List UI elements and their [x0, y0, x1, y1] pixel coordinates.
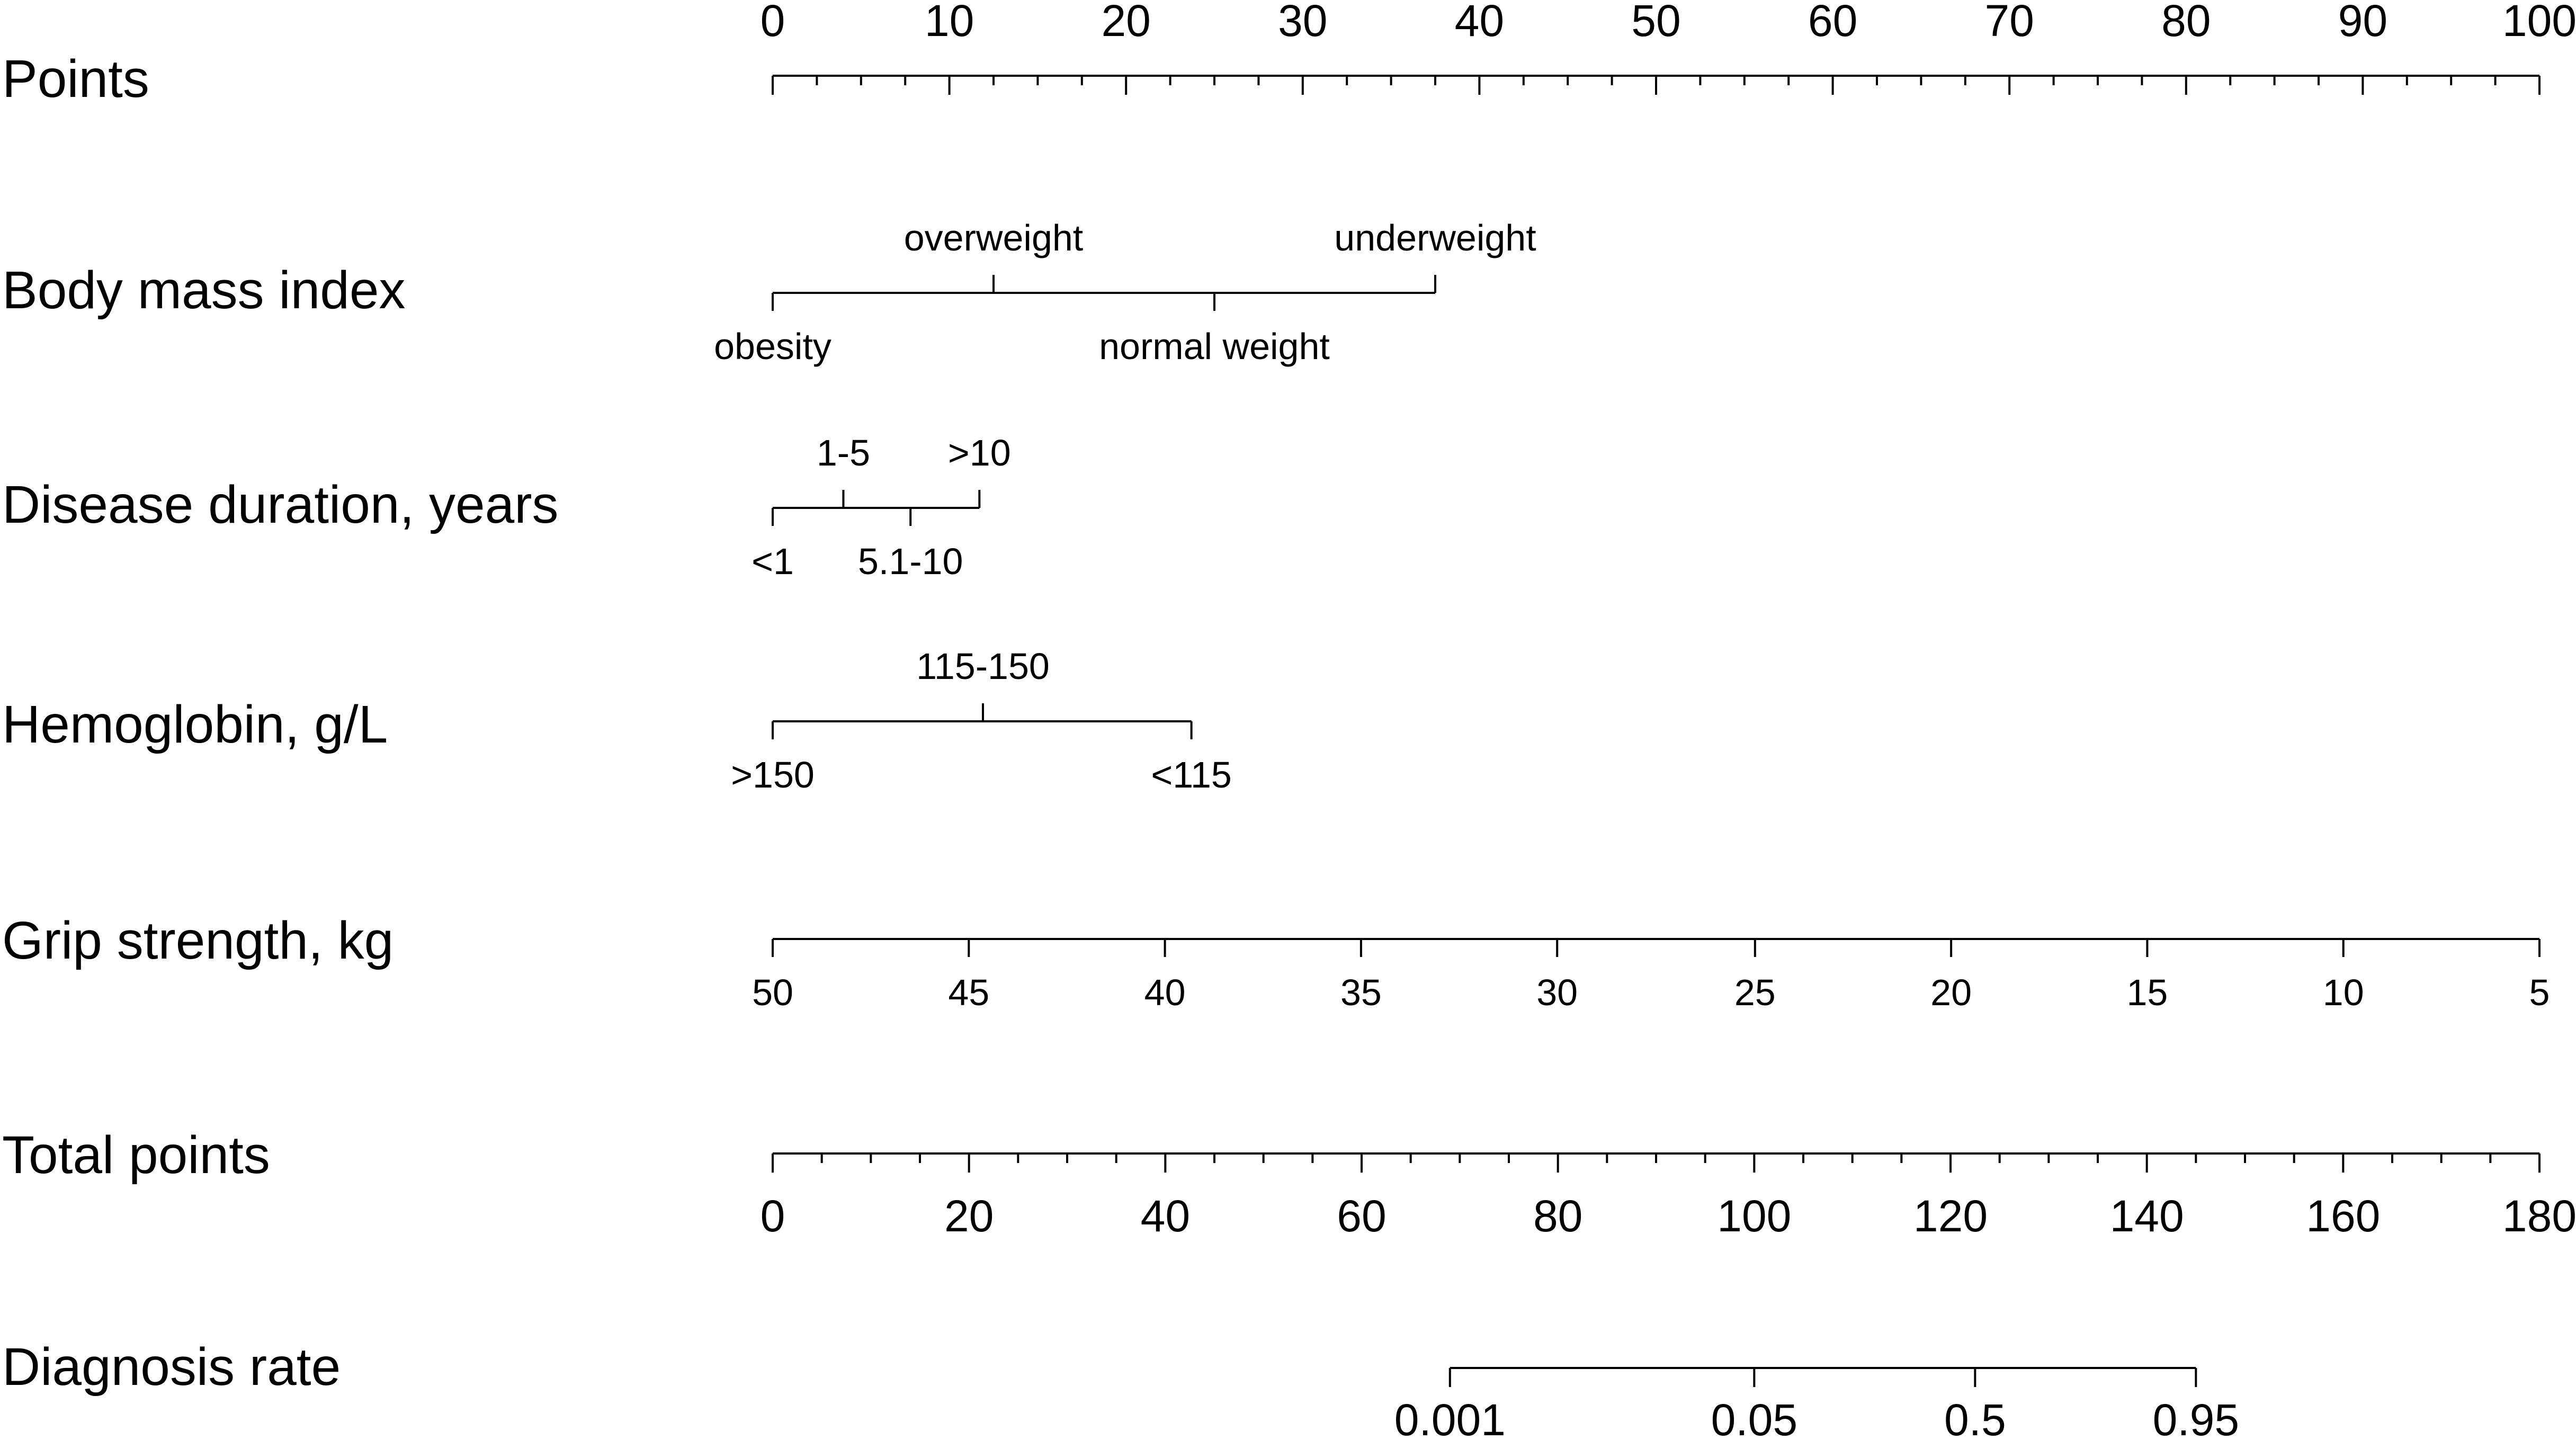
total-points-tick-label: 60: [1337, 1191, 1386, 1241]
diagnosis-rate-tick-label: 0.95: [2153, 1395, 2240, 1445]
points-tick-label: 10: [925, 0, 974, 46]
total-points-tick-label: 20: [944, 1191, 994, 1241]
hemoglobin-level-label: 115-150: [916, 646, 1050, 687]
points-tick-label: 50: [1631, 0, 1680, 46]
grip-strength-level-label: 10: [2323, 972, 2364, 1013]
total-points-tick-label: 40: [1141, 1191, 1190, 1241]
points-tick-label: 80: [2161, 0, 2211, 46]
points-tick-label: 70: [1984, 0, 2034, 46]
row-label-disease-duration: Disease duration, years: [2, 475, 559, 534]
disease-duration-level-label: 5.1-10: [858, 541, 963, 582]
points-tick-label: 0: [761, 0, 785, 46]
grip-strength-level-label: 50: [752, 972, 793, 1013]
hemoglobin-level-label: <115: [1151, 754, 1231, 795]
disease-duration-level-label: <1: [752, 541, 794, 582]
body-mass-index-level-label: obesity: [714, 326, 831, 367]
diagnosis-rate-tick-label: 0.5: [1944, 1395, 2006, 1445]
total-points-tick-label: 180: [2502, 1191, 2576, 1241]
grip-strength-level-label: 35: [1340, 972, 1382, 1013]
total-points-tick-label: 100: [1717, 1191, 1791, 1241]
nomogram-marks: 0 10 20 30 40 50 60 70 80 90 100 0 20 40 60 80 100 120 140…: [714, 0, 2576, 1445]
points-tick-label: 100: [2502, 0, 2576, 46]
grip-strength-level-label: 30: [1536, 972, 1578, 1013]
points-tick-label: 20: [1101, 0, 1150, 46]
grip-strength-level-label: 15: [2126, 972, 2168, 1013]
body-mass-index-level-label: overweight: [904, 217, 1084, 258]
diagnosis-rate-tick-label: 0.05: [1711, 1395, 1798, 1445]
row-label-hemoglobin: Hemoglobin, g/L: [2, 695, 388, 754]
total-points-tick-label: 80: [1533, 1191, 1582, 1241]
total-points-tick-label: 0: [761, 1191, 785, 1241]
body-mass-index-level-label: normal weight: [1099, 326, 1330, 367]
row-label-grip-strength: Grip strength, kg: [2, 911, 393, 970]
grip-strength-level-label: 45: [948, 972, 989, 1013]
grip-strength-level-label: 5: [2529, 972, 2550, 1013]
hemoglobin-level-label: >150: [731, 754, 815, 795]
points-tick-label: 90: [2338, 0, 2387, 46]
grip-strength-level-label: 20: [1930, 972, 1972, 1013]
total-points-tick-label: 160: [2306, 1191, 2380, 1241]
row-label-points: Points: [2, 49, 149, 109]
row-label-body-mass-index: Body mass index: [2, 261, 405, 320]
total-points-tick-label: 120: [1913, 1191, 1988, 1241]
points-tick-label: 30: [1278, 0, 1327, 46]
total-points-tick-label: 140: [2110, 1191, 2184, 1241]
grip-strength-level-label: 40: [1144, 972, 1186, 1013]
disease-duration-level-label: >10: [948, 432, 1011, 473]
row-label-total-points: Total points: [2, 1125, 270, 1185]
body-mass-index-level-label: underweight: [1334, 217, 1536, 258]
diagnosis-rate-tick-label: 0.001: [1394, 1395, 1506, 1445]
row-label-diagnosis-rate: Diagnosis rate: [2, 1337, 341, 1397]
disease-duration-level-label: 1-5: [817, 432, 870, 473]
grip-strength-level-label: 25: [1734, 972, 1776, 1013]
points-tick-label: 60: [1808, 0, 1857, 46]
points-tick-label: 40: [1455, 0, 1504, 46]
